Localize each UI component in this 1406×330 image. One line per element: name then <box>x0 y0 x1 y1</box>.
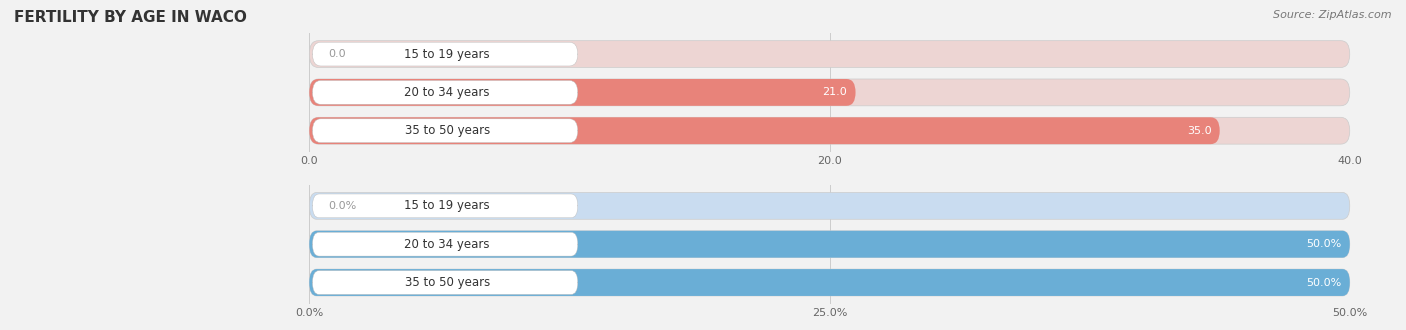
FancyBboxPatch shape <box>312 194 578 218</box>
FancyBboxPatch shape <box>312 42 578 66</box>
FancyBboxPatch shape <box>309 231 1350 258</box>
Text: FERTILITY BY AGE IN WACO: FERTILITY BY AGE IN WACO <box>14 10 247 25</box>
FancyBboxPatch shape <box>309 192 1350 219</box>
FancyBboxPatch shape <box>309 269 1350 296</box>
Text: 20 to 34 years: 20 to 34 years <box>405 86 489 99</box>
FancyBboxPatch shape <box>309 79 1350 106</box>
FancyBboxPatch shape <box>309 79 856 106</box>
FancyBboxPatch shape <box>309 117 1220 144</box>
FancyBboxPatch shape <box>309 41 1350 68</box>
Text: 0.0: 0.0 <box>328 49 346 59</box>
FancyBboxPatch shape <box>312 119 578 143</box>
FancyBboxPatch shape <box>312 232 578 256</box>
Text: 0.0%: 0.0% <box>328 201 356 211</box>
Text: 21.0: 21.0 <box>823 87 848 97</box>
Text: 20 to 34 years: 20 to 34 years <box>405 238 489 251</box>
FancyBboxPatch shape <box>309 231 1350 258</box>
Text: 35.0: 35.0 <box>1187 126 1212 136</box>
Text: 50.0%: 50.0% <box>1306 239 1341 249</box>
Text: 35 to 50 years: 35 to 50 years <box>405 124 489 137</box>
FancyBboxPatch shape <box>309 117 1350 144</box>
Text: 50.0%: 50.0% <box>1306 278 1341 287</box>
FancyBboxPatch shape <box>312 81 578 104</box>
Text: 15 to 19 years: 15 to 19 years <box>405 48 489 61</box>
FancyBboxPatch shape <box>312 271 578 294</box>
Text: Source: ZipAtlas.com: Source: ZipAtlas.com <box>1274 10 1392 20</box>
Text: 35 to 50 years: 35 to 50 years <box>405 276 489 289</box>
Text: 15 to 19 years: 15 to 19 years <box>405 199 489 213</box>
FancyBboxPatch shape <box>309 269 1350 296</box>
